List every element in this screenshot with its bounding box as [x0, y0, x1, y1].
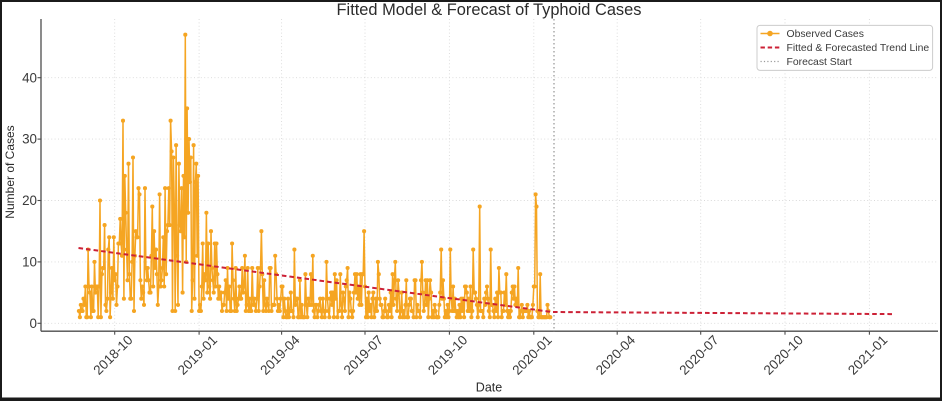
svg-text:Forecast Start: Forecast Start — [787, 57, 852, 68]
svg-text:Number of Cases: Number of Cases — [3, 125, 17, 218]
svg-text:Observed Cases: Observed Cases — [787, 29, 864, 40]
svg-text:Fitted Model & Forecast of Typ: Fitted Model & Forecast of Typhoid Cases — [337, 1, 642, 19]
svg-text:20: 20 — [22, 193, 37, 208]
svg-text:Fitted & Forecasted Trend Line: Fitted & Forecasted Trend Line — [787, 43, 930, 54]
svg-text:40: 40 — [22, 70, 37, 85]
svg-text:Date: Date — [476, 381, 502, 395]
svg-text:0: 0 — [30, 316, 37, 331]
svg-text:30: 30 — [22, 132, 37, 147]
svg-text:10: 10 — [22, 255, 37, 270]
